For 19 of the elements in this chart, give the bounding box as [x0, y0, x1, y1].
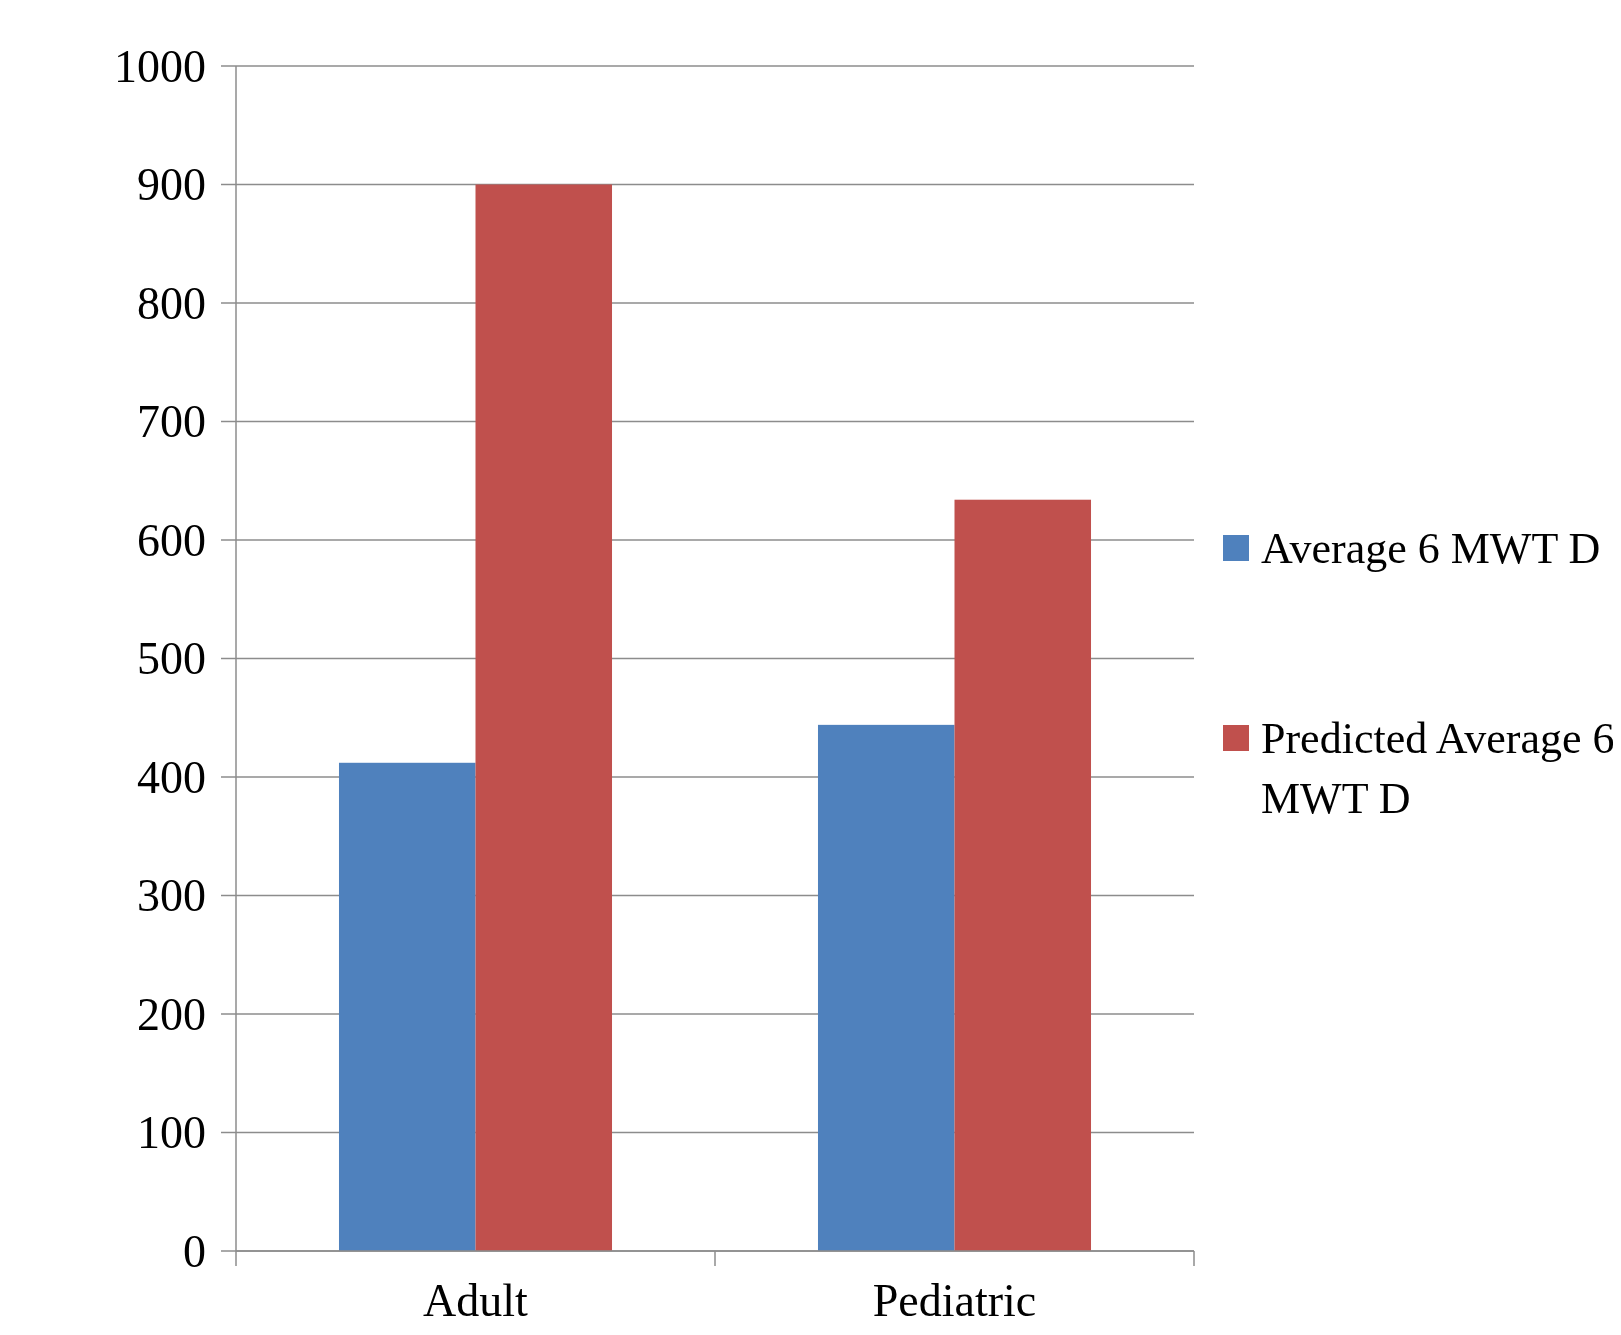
y-tick-label: 900 [137, 159, 206, 210]
x-tick-label: Adult [423, 1275, 529, 1326]
y-tick-label: 700 [137, 396, 206, 447]
y-tick-label: 200 [137, 988, 206, 1040]
legend-label: Average 6 MWT D [1261, 523, 1601, 573]
y-tick-label: 0 [183, 1225, 206, 1277]
y-tick-label: 400 [137, 751, 206, 803]
bar [817, 724, 955, 1251]
y-tick-label: 1000 [114, 40, 206, 92]
bar [475, 184, 613, 1251]
bar [338, 762, 476, 1251]
y-tick-label: 300 [137, 870, 206, 921]
legend-label: Predicted Average 6 MWT D [1261, 713, 1615, 823]
y-tick-label: 500 [137, 633, 206, 684]
y-tick-label: 600 [137, 514, 206, 566]
x-tick-label: Pediatric [872, 1275, 1037, 1326]
bar [954, 499, 1092, 1251]
y-tick-label: 800 [137, 277, 206, 329]
y-tick-label: 100 [137, 1107, 206, 1158]
